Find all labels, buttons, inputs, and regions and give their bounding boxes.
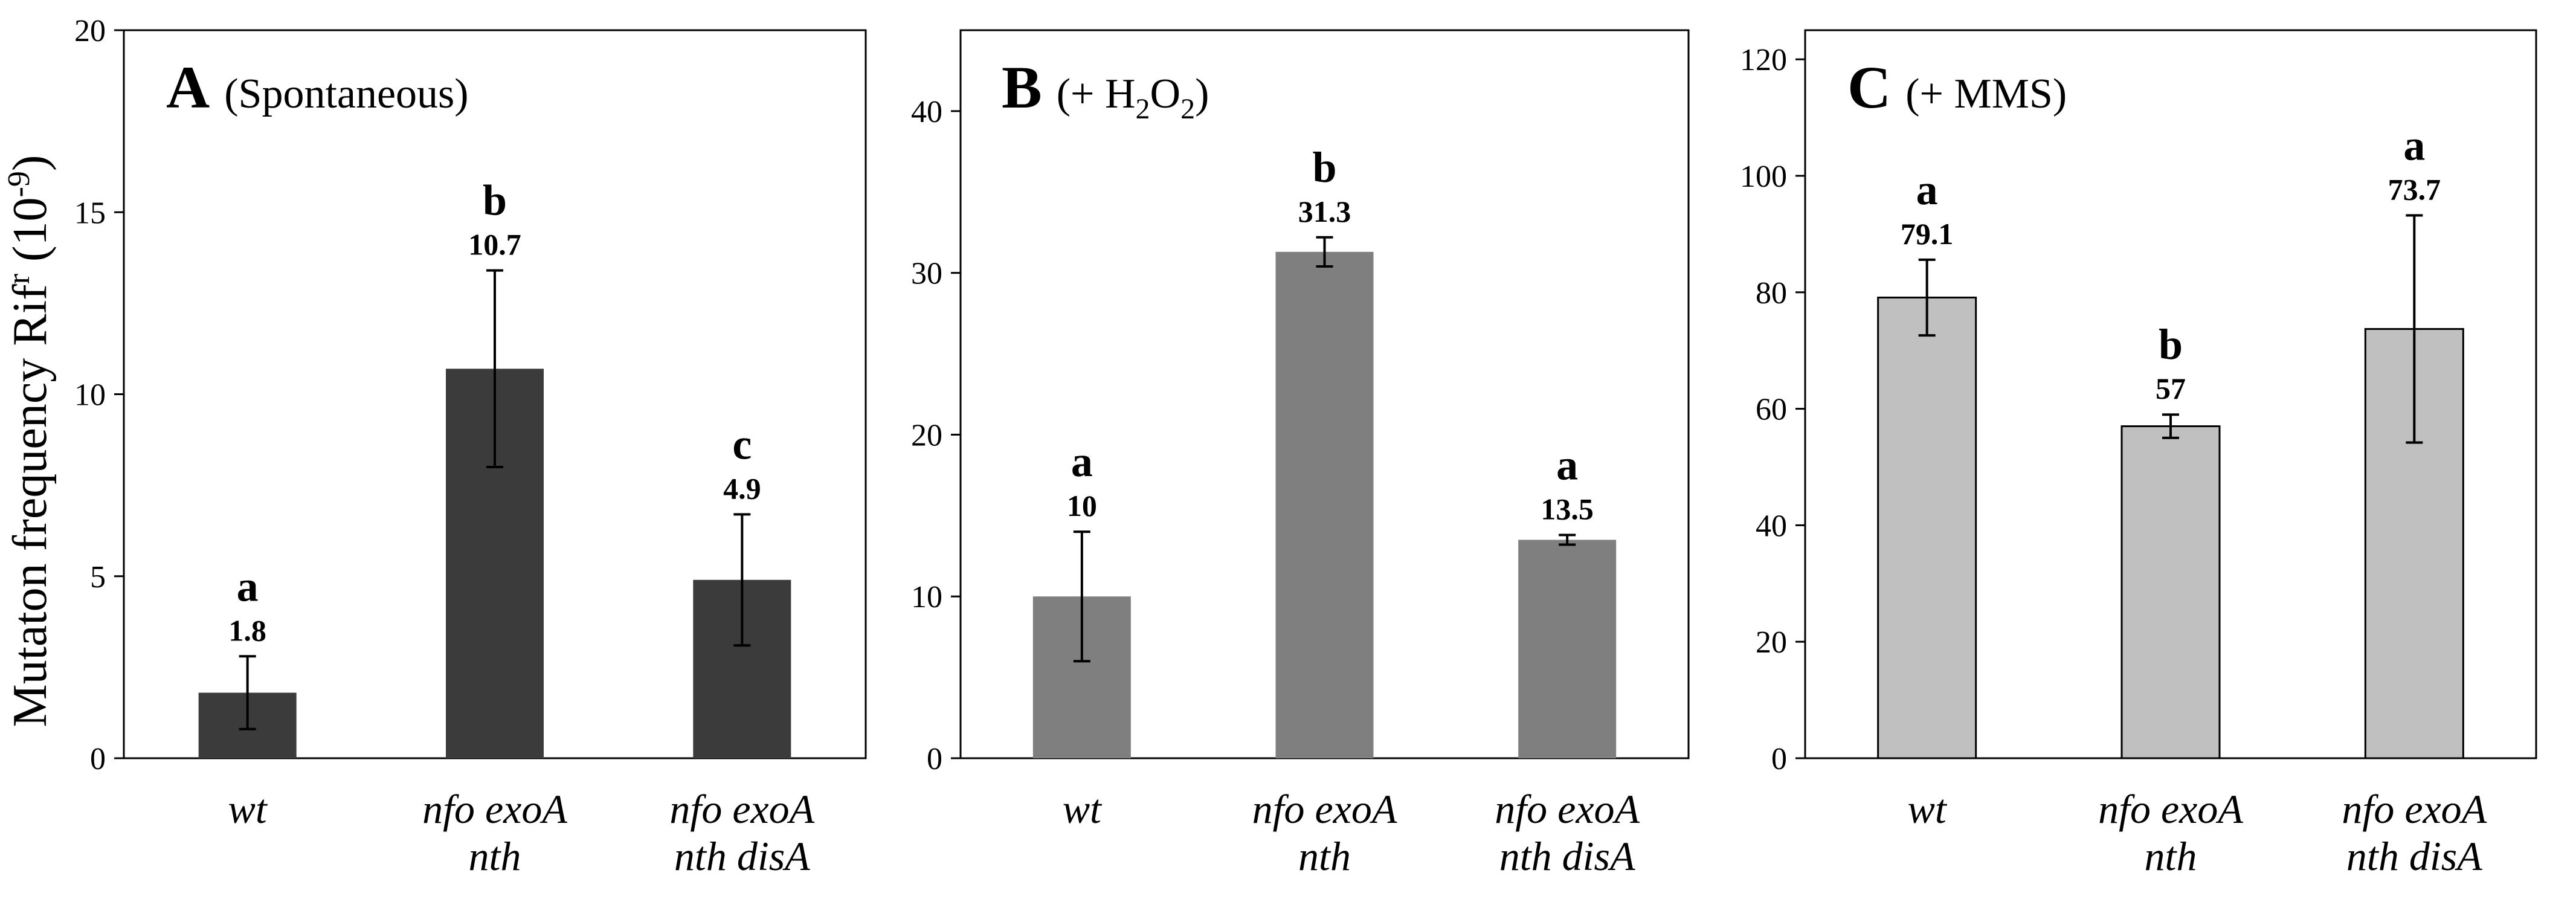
y-tick-label: 15 xyxy=(74,196,106,230)
x-category-label: nth disA xyxy=(2346,833,2482,879)
x-category-label: nth xyxy=(2145,833,2197,879)
y-tick-label: 20 xyxy=(911,418,942,453)
x-category-label: nfo exoA xyxy=(422,786,567,832)
y-tick-label: 0 xyxy=(927,742,942,776)
x-category-label: nfo exoA xyxy=(2342,786,2487,832)
x-category-label: nth xyxy=(469,833,521,879)
group-letter: a xyxy=(237,562,259,610)
y-tick-label: 0 xyxy=(1771,742,1787,776)
panel-b-title: B (+ H2O2) xyxy=(1002,54,1209,125)
value-label: 31.3 xyxy=(1298,195,1351,228)
y-tick-label: 40 xyxy=(911,95,942,129)
x-category-label: wt xyxy=(1063,786,1103,832)
y-tick-label: 80 xyxy=(1756,276,1787,311)
x-category-label: nfo exoA xyxy=(669,786,814,832)
group-letter: a xyxy=(1556,440,1578,489)
bar xyxy=(2120,425,2221,759)
bar xyxy=(1518,540,1617,758)
value-label: 13.5 xyxy=(1541,492,1594,526)
y-tick-label: 40 xyxy=(1756,509,1787,543)
group-letter: a xyxy=(1916,166,1938,214)
group-letter: a xyxy=(2403,121,2425,170)
group-letter: b xyxy=(2159,320,2183,369)
group-letter: b xyxy=(483,176,507,225)
value-label: 73.7 xyxy=(2388,173,2441,207)
y-tick-label: 30 xyxy=(911,257,942,291)
y-tick-label: 5 xyxy=(90,560,106,594)
y-tick-label: 10 xyxy=(911,580,942,614)
y-tick-label: 120 xyxy=(1740,43,1787,77)
value-label: 57 xyxy=(2156,372,2186,405)
y-tick-label: 10 xyxy=(74,378,106,413)
x-category-label: nth xyxy=(1298,833,1351,879)
y-axis-label: Mutaton frequency Rifr (10-9) xyxy=(2,155,57,727)
y-tick-label: 20 xyxy=(1756,625,1787,660)
bar xyxy=(1877,296,1977,759)
bar xyxy=(1275,251,1374,758)
group-letter: a xyxy=(1071,437,1093,486)
x-category-label: nfo exoA xyxy=(1252,786,1397,832)
x-category-label: nth disA xyxy=(1499,833,1635,879)
x-category-label: wt xyxy=(1908,786,1948,832)
panel-a-spontaneous: A (Spontaneous) 0 5 10 15 20 1.8a wt 10.7b nfo ex… xyxy=(74,14,867,879)
y-tick-label: 0 xyxy=(90,742,106,776)
value-label: 79.1 xyxy=(1901,217,1954,251)
value-label: 4.9 xyxy=(723,471,761,505)
y-tick-label: 20 xyxy=(74,14,106,48)
panel-a-title: A (Spontaneous) xyxy=(166,54,469,121)
group-letter: b xyxy=(1312,143,1336,192)
x-category-label: wt xyxy=(228,786,268,832)
value-label: 10.7 xyxy=(468,228,521,262)
value-label: 1.8 xyxy=(228,613,266,647)
group-letter: c xyxy=(732,420,752,468)
y-tick-label: 100 xyxy=(1740,160,1787,194)
x-category-label: nth disA xyxy=(674,833,810,879)
value-label: 10 xyxy=(1067,489,1097,523)
panel-c-title: C (+ MMS) xyxy=(1847,54,2067,121)
x-category-label: nfo exoA xyxy=(1495,786,1640,832)
x-category-label: nfo exoA xyxy=(2098,786,2243,832)
y-tick-label: 60 xyxy=(1756,393,1787,427)
